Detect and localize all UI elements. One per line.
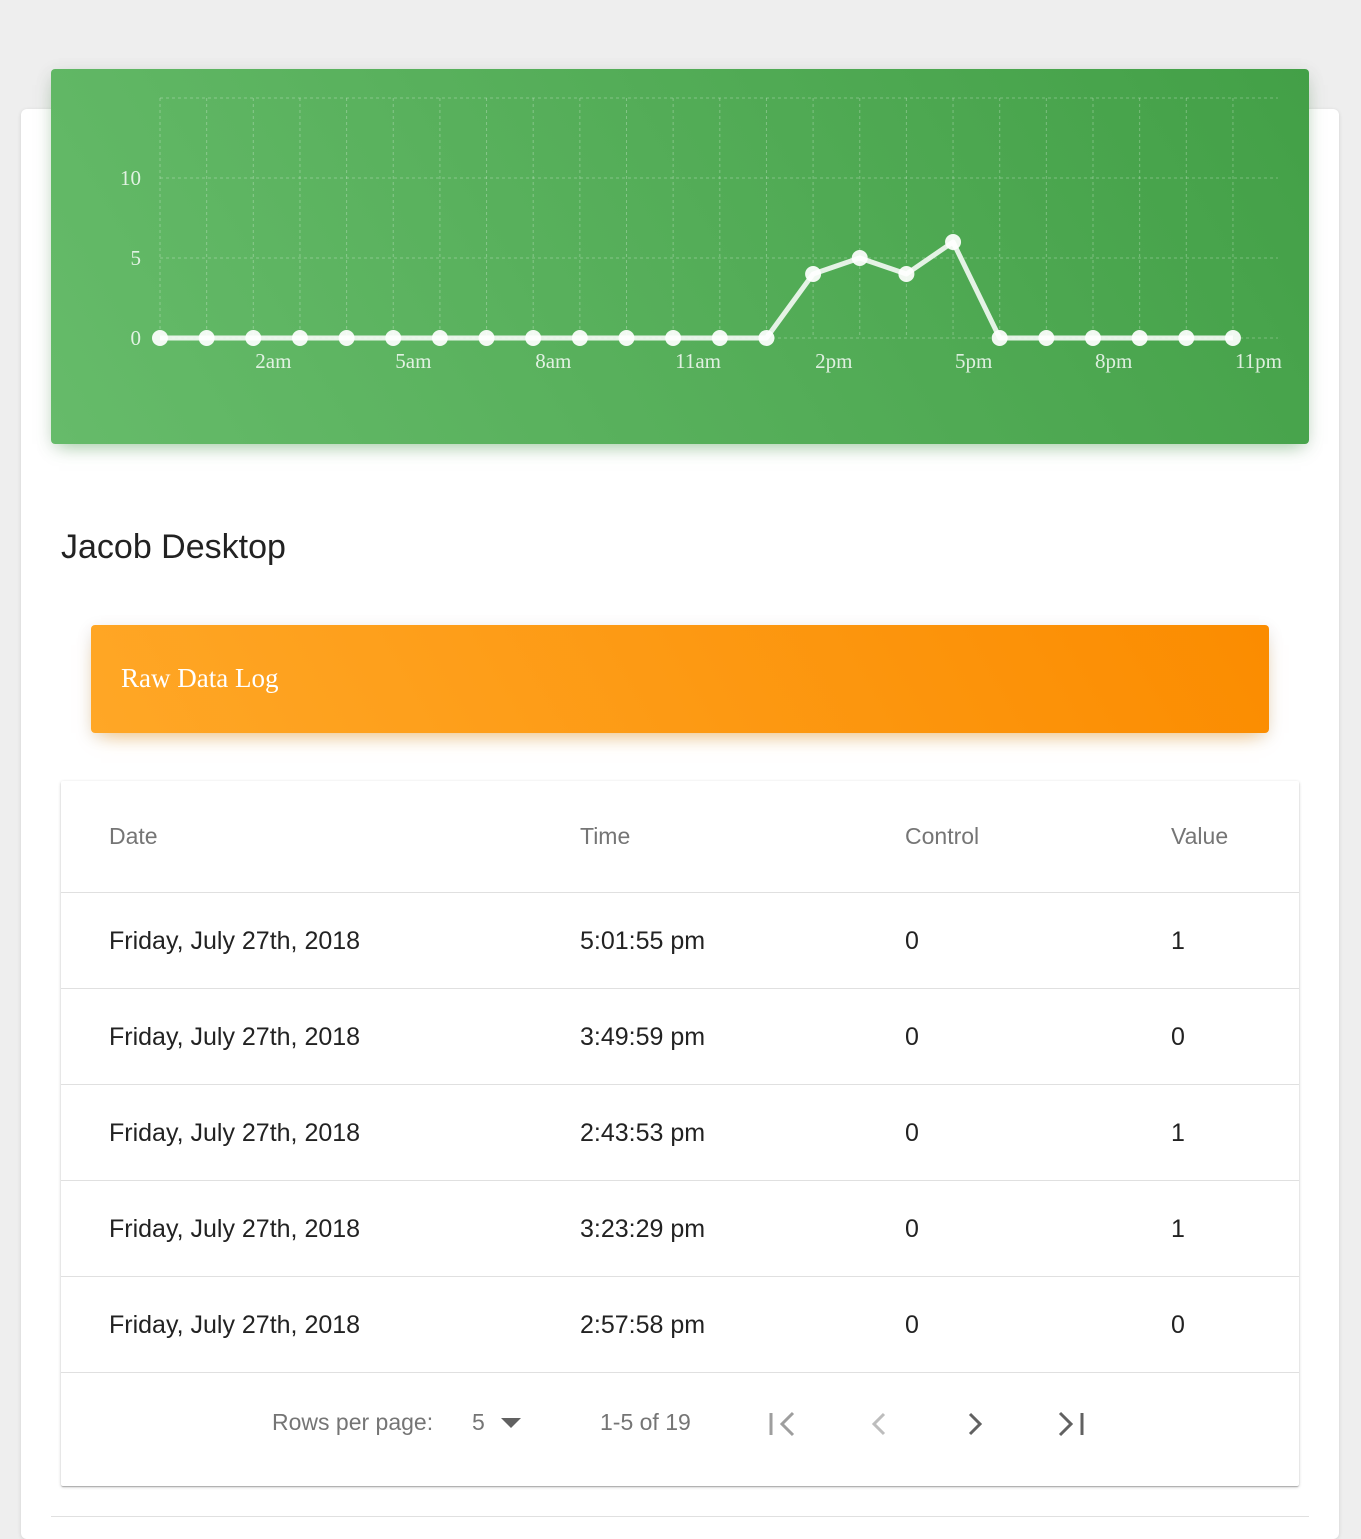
data-point <box>1131 330 1148 346</box>
data-point <box>198 330 215 346</box>
data-point <box>245 330 262 346</box>
data-point <box>1224 330 1241 346</box>
line-chart: 0 5 10 2am 5am 8am 11am 2pm 5pm 8pm 11pm <box>120 97 1282 373</box>
series-line <box>160 239 1233 341</box>
y-tick-label: 0 <box>131 326 142 350</box>
data-point <box>525 330 542 346</box>
data-point <box>851 250 868 266</box>
data-point <box>665 330 682 346</box>
x-tick-label: 5am <box>395 349 431 373</box>
cell-control: 0 <box>905 1119 919 1147</box>
column-header-value[interactable]: Value <box>1171 823 1229 849</box>
data-point <box>385 330 402 346</box>
chevron-left-icon <box>871 1412 886 1436</box>
column-header-date[interactable]: Date <box>109 823 158 849</box>
data-point <box>1085 330 1101 346</box>
data-point <box>1038 330 1055 346</box>
table-row[interactable]: Friday, July 27th, 2018 2:57:58 pm 0 0 <box>61 1277 1299 1373</box>
data-point <box>571 330 588 346</box>
column-header-time[interactable]: Time <box>580 823 631 849</box>
table-row[interactable]: Friday, July 27th, 2018 2:43:53 pm 0 1 <box>61 1085 1299 1181</box>
data-point <box>291 330 308 346</box>
cell-control: 0 <box>905 1215 919 1243</box>
cell-date: Friday, July 27th, 2018 <box>109 1119 361 1147</box>
cell-date: Friday, July 27th, 2018 <box>109 1311 361 1339</box>
data-table: Date Time Control Value Friday, July 27t… <box>61 781 1299 1486</box>
x-tick-label: 11am <box>675 349 721 373</box>
table-pagination: Rows per page: 5 1-5 of 19 <box>61 1373 1299 1486</box>
hourly-chart-card: 0 5 10 2am 5am 8am 11am 2pm 5pm 8pm 11pm <box>51 69 1309 444</box>
next-page-button[interactable] <box>951 1401 999 1449</box>
data-point <box>898 266 915 282</box>
cell-control: 0 <box>905 1311 919 1339</box>
cell-control: 0 <box>905 1023 919 1051</box>
raw-data-log-title: Raw Data Log <box>121 663 279 693</box>
cell-value: 0 <box>1171 1023 1185 1051</box>
data-point <box>431 330 448 346</box>
cell-value: 1 <box>1171 1215 1185 1243</box>
cell-time: 3:49:59 pm <box>580 1023 706 1051</box>
cell-time: 3:23:29 pm <box>580 1215 706 1243</box>
chevron-right-icon <box>968 1412 983 1436</box>
x-tick-label: 11pm <box>1235 349 1282 373</box>
first-page-button[interactable] <box>759 1401 807 1449</box>
data-point <box>991 330 1008 346</box>
cell-control: 0 <box>905 927 919 955</box>
x-tick-label: 8pm <box>1095 349 1132 373</box>
pagination-range: 1-5 of 19 <box>600 1409 691 1435</box>
y-tick-label: 10 <box>120 166 141 190</box>
data-point <box>711 330 728 346</box>
cell-value: 1 <box>1171 927 1185 955</box>
x-tick-label: 5pm <box>955 349 992 373</box>
raw-data-log-header: Raw Data Log <box>91 625 1269 733</box>
x-tick-label: 2am <box>255 349 291 373</box>
table-row[interactable]: Friday, July 27th, 2018 3:49:59 pm 0 0 <box>61 989 1299 1085</box>
table-row[interactable]: Friday, July 27th, 2018 3:23:29 pm 0 1 <box>61 1181 1299 1277</box>
data-point <box>338 330 355 346</box>
table-header-row: Date Time Control Value <box>61 781 1299 893</box>
data-point <box>805 266 822 282</box>
table-row[interactable]: Friday, July 27th, 2018 5:01:55 pm 0 1 <box>61 893 1299 989</box>
column-header-control[interactable]: Control <box>905 823 980 849</box>
data-point <box>152 330 168 346</box>
last-page-button[interactable] <box>1047 1401 1095 1449</box>
divider <box>51 1516 1309 1517</box>
data-point <box>478 330 495 346</box>
caret-down-icon[interactable] <box>501 1418 521 1428</box>
cell-time: 2:57:58 pm <box>580 1311 706 1339</box>
last-page-icon <box>1058 1411 1084 1437</box>
cell-value: 0 <box>1171 1311 1185 1339</box>
data-point <box>618 330 635 346</box>
y-tick-label: 5 <box>131 246 142 270</box>
first-page-icon <box>769 1411 795 1437</box>
rows-per-page-select[interactable]: 5 <box>472 1409 485 1435</box>
cell-time: 2:43:53 pm <box>580 1119 706 1147</box>
previous-page-button[interactable] <box>855 1401 903 1449</box>
data-point <box>758 330 775 346</box>
data-point <box>945 234 962 250</box>
x-tick-label: 8am <box>535 349 571 373</box>
cell-date: Friday, July 27th, 2018 <box>109 1215 361 1243</box>
cell-time: 5:01:55 pm <box>580 927 706 955</box>
cell-value: 1 <box>1171 1119 1185 1147</box>
rows-per-page-label: Rows per page: <box>272 1409 434 1435</box>
data-point <box>1178 330 1195 346</box>
cell-date: Friday, July 27th, 2018 <box>109 1023 361 1051</box>
x-tick-label: 2pm <box>815 349 852 373</box>
device-title: Jacob Desktop <box>61 528 286 566</box>
cell-date: Friday, July 27th, 2018 <box>109 927 361 955</box>
